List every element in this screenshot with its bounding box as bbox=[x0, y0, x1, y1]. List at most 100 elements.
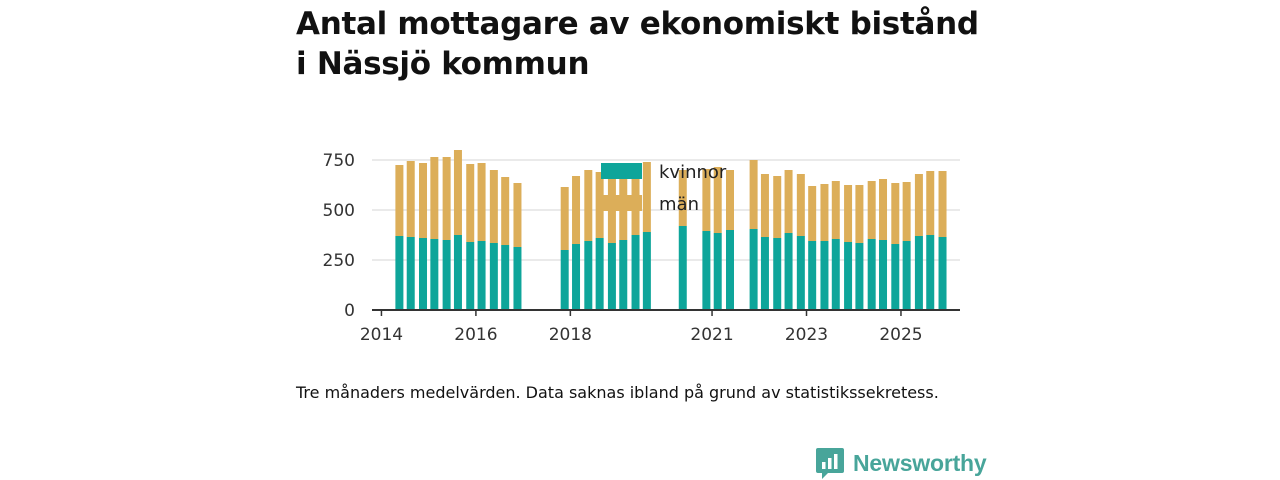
bar-man-10 bbox=[513, 183, 522, 247]
bar-kvinnor-11 bbox=[560, 250, 569, 310]
bar-man-27 bbox=[796, 174, 805, 236]
bar-kvinnor-35 bbox=[891, 244, 900, 310]
bar-man-39 bbox=[938, 171, 947, 237]
bar-kvinnor-37 bbox=[914, 236, 923, 310]
bar-man-4 bbox=[442, 157, 451, 240]
bar-kvinnor-38 bbox=[926, 235, 935, 310]
bar-kvinnor-25 bbox=[773, 238, 782, 310]
bar-man-18 bbox=[642, 162, 651, 232]
bar-kvinnor-26 bbox=[784, 233, 793, 310]
bar-kvinnor-27 bbox=[796, 236, 805, 310]
x-tick-label-2018: 2018 bbox=[549, 325, 592, 345]
bar-man-23 bbox=[749, 160, 758, 229]
y-tick-label-750: 750 bbox=[323, 151, 355, 171]
bar-man-11 bbox=[560, 187, 569, 250]
newsworthy-logo-icon bbox=[816, 448, 844, 479]
chart-caption: Tre månaders medelvärden. Data saknas ib… bbox=[296, 383, 939, 402]
x-tick-labels: 2014 2016 2018 2021 2023 2025 bbox=[360, 310, 923, 345]
bar-man-22 bbox=[725, 170, 734, 230]
bar-kvinnor-13 bbox=[584, 241, 593, 310]
bar-man-14 bbox=[595, 172, 604, 238]
bar-man-1 bbox=[406, 161, 415, 237]
bar-kvinnor-36 bbox=[902, 241, 911, 310]
bar-man-38 bbox=[926, 171, 935, 235]
bar-kvinnor-28 bbox=[808, 241, 817, 310]
bar-man-8 bbox=[489, 170, 498, 243]
bar-kvinnor-2 bbox=[419, 238, 428, 310]
bar-man-9 bbox=[501, 177, 510, 245]
brand-name: Newsworthy bbox=[853, 449, 987, 476]
legend-swatch-man bbox=[601, 195, 642, 211]
bar-kvinnor-29 bbox=[820, 241, 829, 310]
brand[interactable]: Newsworthy bbox=[815, 446, 987, 480]
bar-chart: 0 250 500 750 2014 2016 2018 2021 2023 2025 kvin… bbox=[323, 150, 960, 345]
bar-man-26 bbox=[784, 170, 793, 233]
bar-man-36 bbox=[902, 182, 911, 241]
title-line-2: i Nässjö kommun bbox=[296, 46, 590, 82]
bar-kvinnor-39 bbox=[938, 237, 947, 310]
bar-man-24 bbox=[760, 174, 769, 237]
bar-man-30 bbox=[831, 181, 840, 239]
x-tick-label-2021: 2021 bbox=[690, 325, 733, 345]
x-tick-label-2023: 2023 bbox=[785, 325, 828, 345]
bar-kvinnor-8 bbox=[489, 243, 498, 310]
bar-kvinnor-12 bbox=[572, 244, 581, 310]
y-tick-label-500: 500 bbox=[323, 201, 355, 221]
bar-kvinnor-4 bbox=[442, 240, 451, 310]
bar-man-21 bbox=[713, 167, 722, 233]
bar-kvinnor-23 bbox=[749, 229, 758, 310]
legend-label-man: män bbox=[659, 194, 699, 215]
y-tick-labels: 0 250 500 750 bbox=[323, 151, 355, 321]
bar-man-19 bbox=[678, 170, 687, 226]
bar-man-5 bbox=[453, 150, 462, 235]
bar-man-31 bbox=[844, 185, 853, 242]
bar-kvinnor-22 bbox=[725, 230, 734, 310]
bar-kvinnor-16 bbox=[619, 240, 628, 310]
bar-kvinnor-17 bbox=[631, 235, 640, 310]
bar-man-32 bbox=[855, 185, 864, 243]
bars bbox=[395, 150, 947, 310]
chart-title: Antal mottagare av ekonomiskt bistånd i … bbox=[296, 4, 1016, 84]
x-tick-label-2014: 2014 bbox=[360, 325, 403, 345]
bar-man-0 bbox=[395, 165, 404, 236]
bar-kvinnor-30 bbox=[831, 239, 840, 310]
bar-kvinnor-18 bbox=[642, 232, 651, 310]
y-tick-label-0: 0 bbox=[344, 301, 355, 321]
bar-man-12 bbox=[572, 176, 581, 244]
bar-man-3 bbox=[430, 157, 439, 239]
bar-man-35 bbox=[891, 183, 900, 244]
legend: kvinnor män bbox=[601, 162, 727, 215]
bar-kvinnor-34 bbox=[879, 240, 888, 310]
bar-man-28 bbox=[808, 186, 817, 241]
x-tick-label-2016: 2016 bbox=[454, 325, 497, 345]
bar-kvinnor-14 bbox=[595, 238, 604, 310]
bar-kvinnor-0 bbox=[395, 236, 404, 310]
title-line-1: Antal mottagare av ekonomiskt bistånd bbox=[296, 6, 979, 42]
bar-kvinnor-10 bbox=[513, 247, 522, 310]
bar-man-34 bbox=[879, 179, 888, 240]
bar-kvinnor-15 bbox=[607, 243, 616, 310]
bar-man-37 bbox=[914, 174, 923, 236]
x-tick-label-2025: 2025 bbox=[879, 325, 922, 345]
bar-kvinnor-7 bbox=[477, 241, 486, 310]
bar-man-25 bbox=[773, 176, 782, 238]
bar-man-13 bbox=[584, 170, 593, 241]
legend-swatch-kvinnor bbox=[601, 163, 642, 179]
bar-man-33 bbox=[867, 181, 876, 239]
bar-kvinnor-32 bbox=[855, 243, 864, 310]
bar-man-20 bbox=[702, 169, 711, 231]
bar-man-29 bbox=[820, 184, 829, 241]
bar-kvinnor-3 bbox=[430, 239, 439, 310]
bar-kvinnor-1 bbox=[406, 237, 415, 310]
bar-kvinnor-24 bbox=[760, 237, 769, 310]
bar-kvinnor-6 bbox=[466, 242, 475, 310]
bar-man-6 bbox=[466, 164, 475, 242]
bar-kvinnor-19 bbox=[678, 226, 687, 310]
bar-kvinnor-20 bbox=[702, 231, 711, 310]
y-tick-label-250: 250 bbox=[323, 251, 355, 271]
bar-man-2 bbox=[419, 163, 428, 238]
bar-kvinnor-31 bbox=[844, 242, 853, 310]
bar-kvinnor-5 bbox=[453, 235, 462, 310]
bar-kvinnor-9 bbox=[501, 245, 510, 310]
legend-label-kvinnor: kvinnor bbox=[659, 162, 727, 183]
